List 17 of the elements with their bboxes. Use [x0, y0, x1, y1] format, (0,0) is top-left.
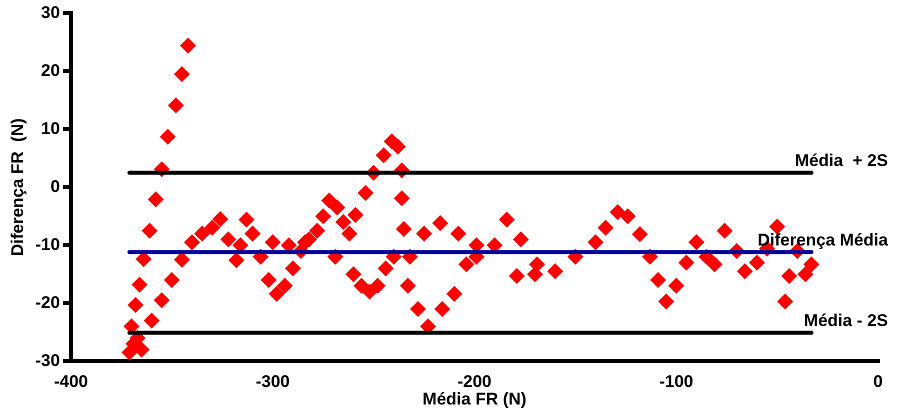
x-tick-label: -400	[54, 372, 88, 392]
y-tick-label: 20	[41, 60, 60, 80]
x-tick-label: -100	[659, 372, 694, 392]
ref-line-label: Média + 2S	[794, 150, 888, 170]
y-tick-label: 10	[41, 118, 60, 138]
x-tick-label: -300	[256, 372, 290, 392]
y-tick-label: -30	[35, 350, 60, 370]
y-axis-title: Diferença FR (N)	[8, 118, 27, 256]
ref-line-label: Média - 2S	[804, 310, 888, 330]
y-tick-label: -10	[35, 234, 60, 254]
y-tick-label: 0	[50, 176, 60, 196]
x-tick-label: -200	[457, 372, 492, 392]
ref-line-label: Diferença Média	[758, 230, 889, 250]
y-tick-label: -20	[35, 292, 60, 312]
y-tick-label: 30	[41, 2, 60, 22]
x-tick-label: 0	[873, 372, 883, 392]
x-axis-title: Média FR (N)	[422, 389, 526, 408]
